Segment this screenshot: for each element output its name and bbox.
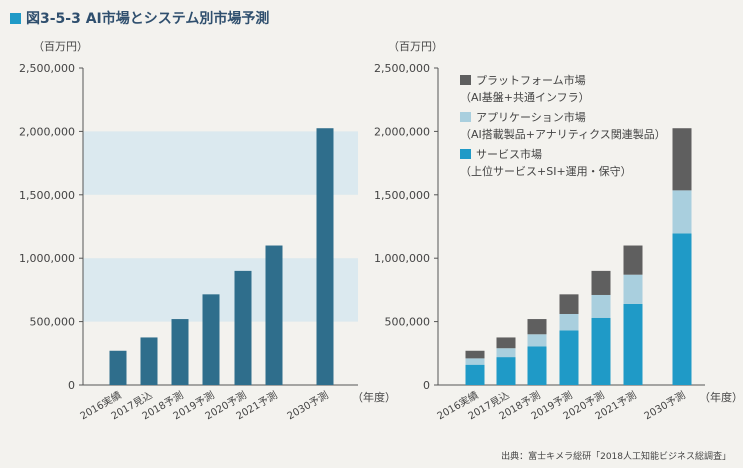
total-market-chart: 2,500,000 2,000,000 1,500,000 1,000,000 500,…	[19, 40, 396, 422]
left-category-label: 2030予測	[285, 388, 331, 422]
system-market-chart: 2,500,000 2,000,000 1,500,000 1,000,000 500,…	[374, 40, 743, 422]
application-segment	[466, 358, 485, 364]
platform-segment	[466, 351, 485, 359]
legend-sublabel-platform: （AI基盤+共通インフラ）	[460, 91, 590, 104]
legend-swatch-platform	[460, 75, 471, 85]
right-y-tick-label: 2,000,000	[374, 125, 430, 138]
source-note: 出典：富士キメラ総研「2018人工知能ビジネス総調査」	[501, 449, 731, 462]
right-y-tick-label: 1,500,000	[374, 189, 430, 202]
legend-swatch-service	[460, 149, 471, 159]
application-segment	[592, 295, 611, 318]
chart-canvas: 2,500,000 2,000,000 1,500,000 1,000,000 500,…	[0, 0, 743, 468]
platform-segment	[673, 128, 692, 190]
service-segment	[497, 357, 516, 385]
service-segment	[624, 304, 643, 385]
application-segment	[528, 334, 547, 346]
legend-sublabel-service: （上位サービス+SI+運用・保守）	[460, 164, 632, 178]
platform-segment	[592, 271, 611, 295]
application-segment	[673, 190, 692, 233]
left-y-tick-label: 2,000,000	[19, 125, 75, 138]
right-x-unit-label: （年度）	[699, 390, 743, 404]
legend-label-service: サービス市場	[476, 147, 542, 161]
platform-segment	[560, 294, 579, 314]
application-segment	[624, 275, 643, 304]
service-segment	[560, 330, 579, 385]
total-bar	[110, 351, 127, 385]
application-segment	[560, 314, 579, 330]
right-y-tick-label: 2,500,000	[374, 62, 430, 75]
right-y-tick-label: 1,000,000	[374, 252, 430, 265]
left-y-tick-label: 0	[68, 379, 75, 392]
left-y-tick-label: 2,500,000	[19, 62, 75, 75]
right-y-tick-label: 0	[423, 379, 430, 392]
total-bar	[203, 294, 220, 385]
total-bar	[172, 319, 189, 385]
total-bar	[266, 246, 283, 385]
total-bar	[141, 337, 158, 385]
left-y-tick-label: 1,500,000	[19, 189, 75, 202]
platform-segment	[497, 337, 516, 348]
legend-swatch-application	[460, 112, 471, 122]
left-y-tick-label: 1,000,000	[19, 252, 75, 265]
left-unit-label: （百万円）	[33, 40, 88, 53]
service-segment	[466, 365, 485, 385]
right-category-label: 2030予測	[642, 388, 688, 422]
total-bar	[317, 128, 334, 385]
left-x-unit-label: （年度）	[352, 390, 396, 404]
legend-sublabel-application: （AI搭載製品+アナリティクス関連製品）	[460, 127, 666, 141]
right-y-tick-label: 500,000	[385, 316, 431, 329]
legend-label-application: アプリケーション市場	[476, 110, 586, 124]
total-bar	[235, 271, 252, 385]
left-y-tick-label: 500,000	[30, 316, 76, 329]
service-segment	[592, 318, 611, 385]
right-unit-label: （百万円）	[388, 40, 443, 53]
service-segment	[528, 346, 547, 385]
service-segment	[673, 233, 692, 385]
platform-segment	[528, 319, 547, 334]
application-segment	[497, 348, 516, 357]
platform-segment	[624, 246, 643, 275]
legend-label-platform: プラットフォーム市場	[476, 73, 586, 87]
